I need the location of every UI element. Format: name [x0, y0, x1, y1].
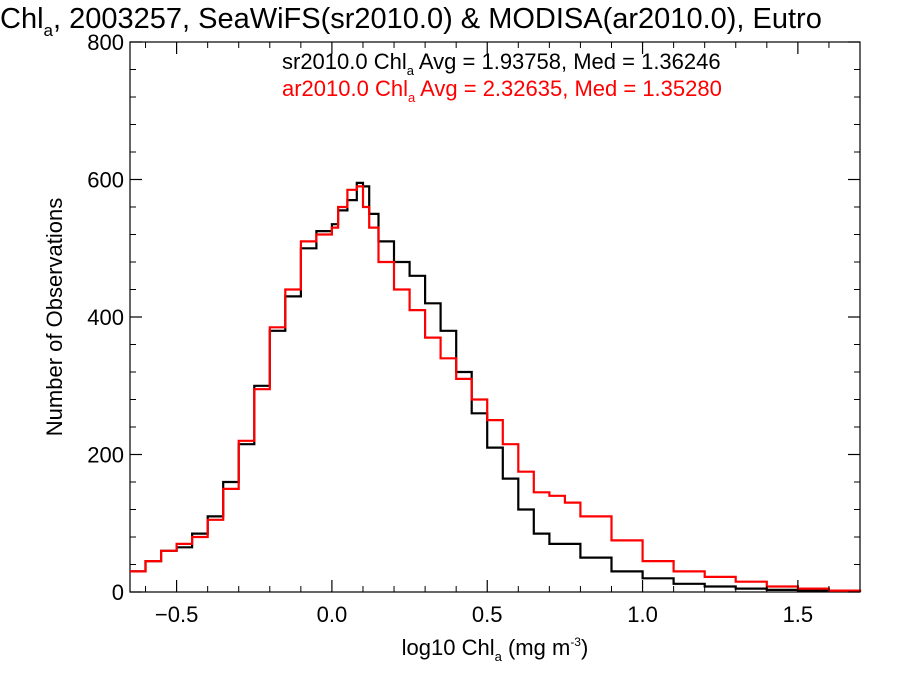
chart-title: Chla, 2003257, SeaWiFS(sr2010.0) & MODIS… [0, 3, 822, 40]
series-layer [130, 181, 862, 593]
x-tick-label: 1.5 [783, 602, 814, 627]
y-tick-label: 200 [87, 443, 124, 468]
x-axis-ticks: −0.5 0.0 0.5 1.0 1.5 [145, 42, 861, 627]
y-tick-label: 0 [112, 580, 124, 605]
legend-entry-ar2010: ar2010.0 Chla Avg = 2.32635, Med = 1.352… [282, 76, 722, 105]
x-tick-label: 0.5 [472, 602, 503, 627]
legend-entry-sr2010: sr2010.0 Chla Avg = 1.93758, Med = 1.362… [282, 49, 721, 78]
y-axis-ticks: 0 200 400 600 800 [87, 30, 860, 605]
x-axis-label: log10 Chla (mg m-3) [402, 635, 589, 664]
series-line-ar2010.0 [130, 185, 862, 592]
plot-area [129, 41, 861, 593]
x-tick-label: 1.0 [627, 602, 658, 627]
y-tick-label: 800 [87, 30, 124, 55]
y-tick-label: 400 [87, 305, 124, 330]
x-tick-label: −0.5 [155, 602, 198, 627]
y-axis-label: Number of Observations [42, 198, 67, 436]
series-line-sr2010.0 [130, 181, 862, 593]
x-tick-label: 0.0 [317, 602, 348, 627]
y-tick-label: 600 [87, 168, 124, 193]
